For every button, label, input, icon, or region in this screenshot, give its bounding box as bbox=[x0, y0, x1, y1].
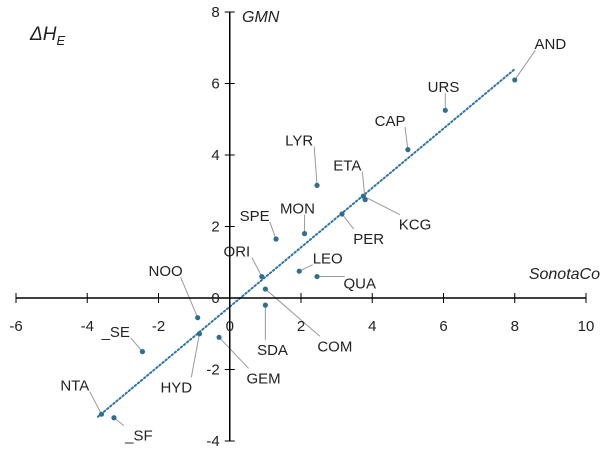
data-point-com bbox=[262, 286, 268, 292]
tick-marks bbox=[15, 11, 587, 442]
leader-line-com bbox=[265, 288, 321, 337]
point-label-per: PER bbox=[353, 231, 384, 248]
y-tick-label: 8 bbox=[211, 4, 219, 21]
leader-line-lyr bbox=[313, 146, 318, 186]
x-tick-label: 0 bbox=[226, 318, 234, 335]
trendline bbox=[96, 68, 516, 418]
leader-line-and bbox=[514, 49, 536, 81]
data-point-lyr bbox=[314, 182, 320, 188]
point-label-noo: NOO bbox=[149, 263, 183, 280]
x-tick-label: 6 bbox=[439, 318, 447, 335]
leader-line-per bbox=[341, 213, 355, 230]
data-point-leo bbox=[296, 268, 302, 274]
x-tick-label: -4 bbox=[81, 318, 94, 335]
point-label-ori: ORI bbox=[224, 244, 251, 261]
point-label-qua: QUA bbox=[344, 276, 377, 293]
y-axis-label-top: GMN bbox=[242, 9, 280, 26]
leader-line-cap bbox=[404, 126, 409, 150]
x-tick-label: 10 bbox=[578, 318, 595, 335]
data-point-se bbox=[139, 349, 146, 355]
data-point-urs bbox=[442, 107, 448, 113]
data-point-sf bbox=[111, 415, 117, 421]
data-point-per bbox=[339, 211, 345, 217]
x-tick-label: 8 bbox=[511, 318, 519, 335]
x-tick-label: 4 bbox=[368, 318, 376, 335]
point-label-eta: ETA bbox=[333, 158, 361, 175]
y-tick-label: 6 bbox=[211, 76, 219, 93]
data-point-and bbox=[512, 77, 518, 83]
point-label-mon: MON bbox=[280, 201, 315, 218]
y-tick-label: -4 bbox=[206, 433, 219, 450]
data-point-mon bbox=[301, 231, 308, 237]
data-point-sda bbox=[262, 302, 268, 308]
data-point-noo bbox=[195, 315, 201, 321]
leader-line-gem bbox=[218, 336, 249, 369]
x-axis-label: SonotaCo bbox=[529, 266, 600, 283]
leader-line-kcg bbox=[363, 195, 401, 216]
leader-line-spe bbox=[269, 221, 277, 240]
point-label-lyr: LYR bbox=[285, 133, 313, 150]
point-label-urs: URS bbox=[428, 79, 460, 96]
data-points bbox=[98, 77, 518, 421]
data-point-kcg bbox=[360, 193, 366, 199]
point-label-and: AND bbox=[535, 36, 567, 53]
point-label-cap: CAP bbox=[375, 113, 406, 130]
point-label-com: COM bbox=[317, 338, 352, 355]
data-point-gem bbox=[216, 334, 222, 340]
point-label-gem: GEM bbox=[247, 370, 281, 387]
data-point-hyd bbox=[196, 331, 203, 337]
y-axis-label-subscript: E bbox=[56, 33, 65, 48]
x-tick-label: 2 bbox=[297, 318, 305, 335]
y-tick-label: 2 bbox=[211, 219, 219, 236]
point-label-sda: SDA bbox=[257, 342, 288, 359]
tick-labels: -6 -4 -2 0 2 4 6 8 10 -4 -2 2 4 6 8 0 bbox=[9, 4, 594, 450]
x-tick-label: -6 bbox=[9, 318, 22, 335]
point-label-nta: NTA bbox=[60, 378, 89, 395]
point-label-hyd: HYD bbox=[160, 379, 192, 396]
y-tick-label: -2 bbox=[206, 362, 219, 379]
y-tick-label: 0 bbox=[211, 290, 219, 307]
point-label-kcg: KCG bbox=[399, 217, 432, 234]
leader-line-se bbox=[130, 337, 143, 352]
leader-line-nta bbox=[89, 391, 102, 415]
data-point-spe bbox=[273, 236, 279, 242]
data-point-qua bbox=[314, 273, 320, 280]
point-label-leo: LEO bbox=[313, 251, 343, 268]
y-axis-label-delta: ΔH bbox=[29, 24, 57, 45]
data-point-ori bbox=[259, 273, 265, 280]
data-point-nta bbox=[98, 411, 105, 417]
data-point-cap bbox=[405, 147, 411, 153]
point-label-sf: _SF bbox=[124, 428, 153, 445]
y-tick-label: 4 bbox=[211, 147, 219, 164]
leader-line-ori bbox=[251, 257, 263, 277]
point-label-se: _SE bbox=[101, 324, 130, 341]
trendline-group bbox=[96, 68, 516, 418]
axes bbox=[16, 12, 586, 441]
x-tick-label: -2 bbox=[152, 318, 165, 335]
point-label-spe: SPE bbox=[240, 208, 270, 225]
leader-line-hyd bbox=[190, 333, 200, 378]
y-axis-label-main: ΔHE bbox=[29, 24, 65, 48]
